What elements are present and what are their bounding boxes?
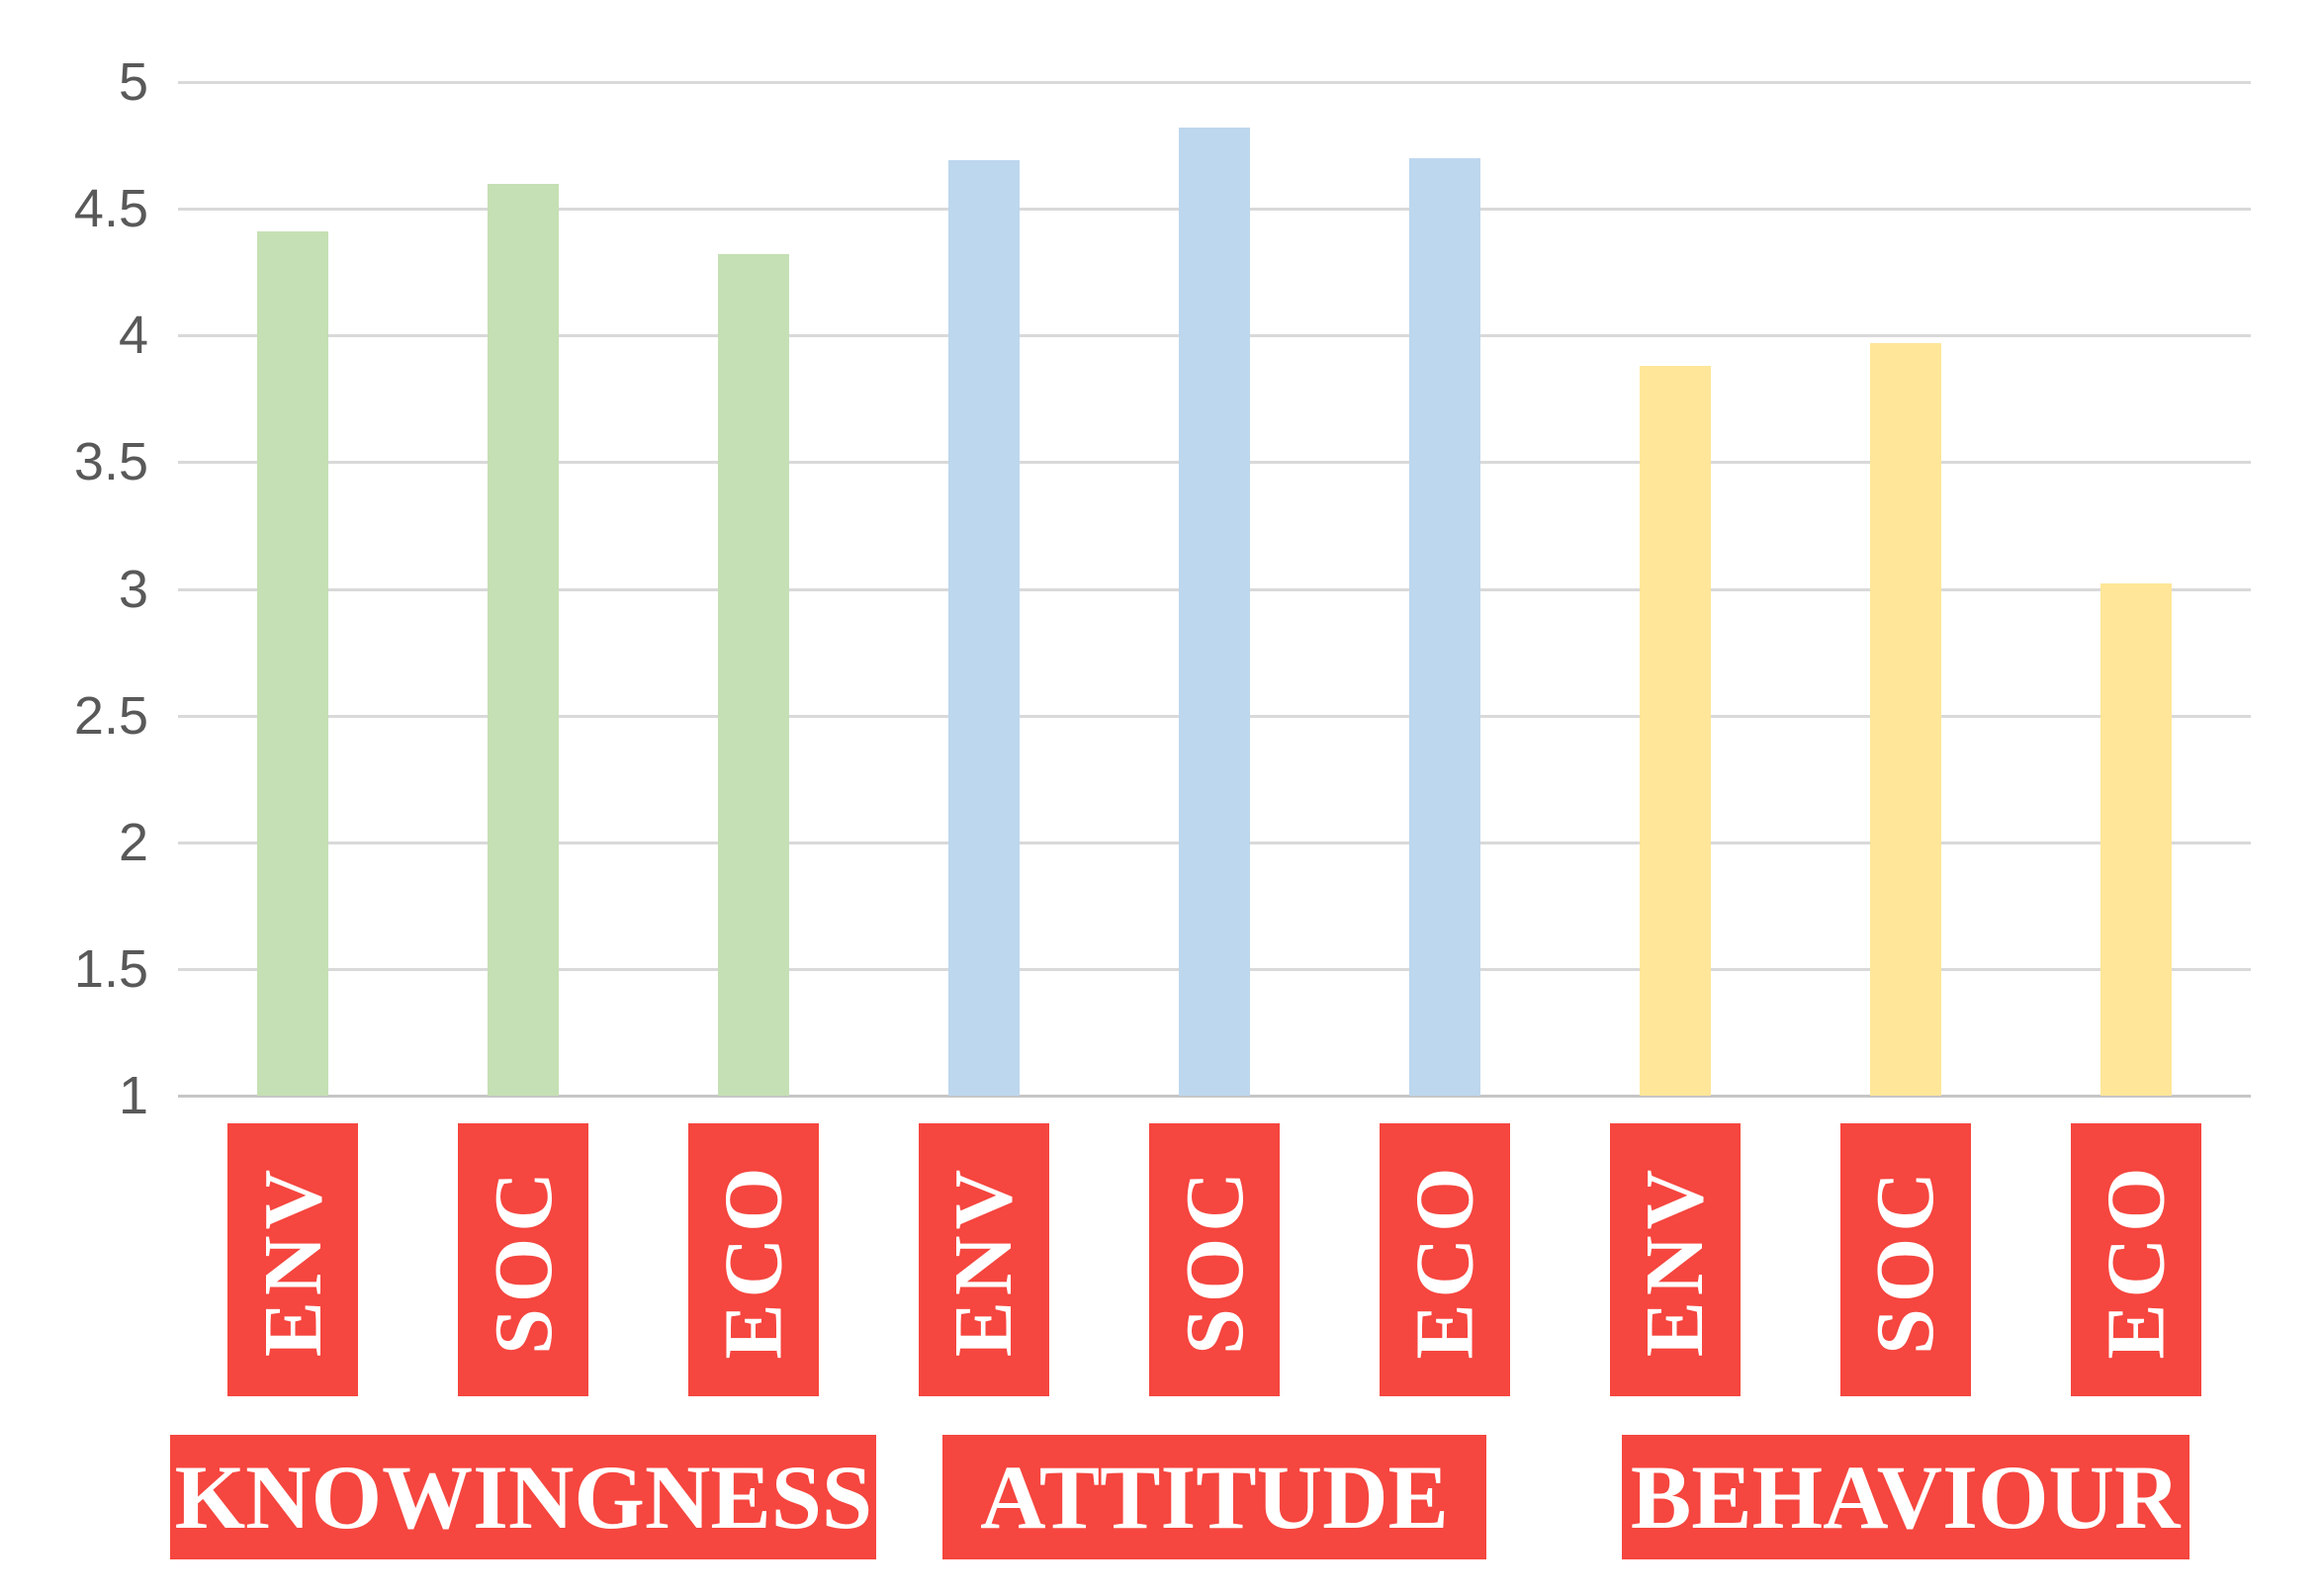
bar-behaviour-env (1639, 366, 1711, 1096)
category-label-knowingness-env: ENV (227, 1123, 359, 1396)
category-label-text: ENV (938, 1163, 1030, 1357)
y-tick-label: 1 (118, 1066, 148, 1125)
category-label-behaviour-eco: ECO (2070, 1123, 2201, 1396)
category-label-text: SOC (1859, 1165, 1952, 1355)
y-tick-label: 1.5 (73, 938, 148, 999)
category-label-knowingness-soc: SOC (458, 1123, 589, 1396)
bar-behaviour-soc (1869, 342, 1941, 1096)
y-tick-label: 4 (118, 306, 148, 366)
group-label-attitude: ATTITUDE (942, 1435, 1486, 1559)
bar-attitude-soc (1179, 128, 1250, 1096)
category-label-text: ECO (1398, 1160, 1491, 1360)
category-label-text: ECO (707, 1160, 800, 1360)
category-label-text: SOC (1168, 1165, 1261, 1355)
category-label-text: ECO (2090, 1160, 2183, 1360)
bar-attitude-eco (1408, 157, 1480, 1096)
category-label-behaviour-env: ENV (1609, 1123, 1741, 1396)
y-tick-label: 3.5 (73, 432, 148, 492)
category-label-text: ENV (1629, 1163, 1722, 1357)
y-tick-label: 2 (118, 812, 148, 872)
y-tick-label: 2.5 (73, 685, 148, 746)
y-tick-label: 5 (118, 52, 148, 112)
bar-knowingness-eco (718, 254, 790, 1096)
group-label-knowingness: KNOWINGNESS (170, 1435, 877, 1559)
category-label-behaviour-soc: SOC (1839, 1123, 1971, 1396)
gridline-5 (178, 81, 2251, 84)
category-label-attitude-eco: ECO (1379, 1123, 1510, 1396)
category-label-knowingness-eco: ECO (688, 1123, 820, 1396)
bar-attitude-env (948, 160, 1021, 1096)
category-label-attitude-soc: SOC (1149, 1123, 1280, 1396)
category-label-text: SOC (477, 1165, 570, 1355)
bar-behaviour-eco (2100, 583, 2172, 1096)
y-tick-label: 3 (118, 559, 148, 619)
bar-knowingness-env (257, 231, 329, 1096)
category-label-text: ENV (246, 1163, 339, 1357)
group-label-behaviour: BEHAVIOUR (1621, 1435, 2189, 1559)
gridline-1 (178, 1095, 2251, 1098)
y-tick-label: 4.5 (73, 179, 148, 239)
category-label-attitude-env: ENV (919, 1123, 1050, 1396)
bar-knowingness-soc (488, 183, 560, 1096)
